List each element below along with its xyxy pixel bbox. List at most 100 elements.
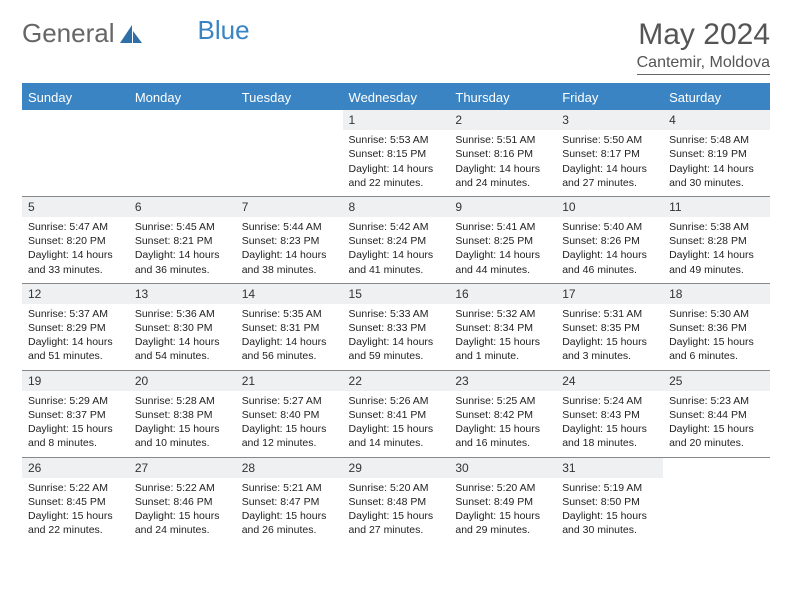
sunrise-text: Sunrise: 5:22 AM: [135, 481, 230, 495]
day-number: 27: [129, 458, 236, 478]
day-number: 17: [556, 284, 663, 304]
day-number: 15: [343, 284, 450, 304]
day-number: 6: [129, 197, 236, 217]
brand-part2: Blue: [198, 15, 250, 46]
sunrise-text: Sunrise: 5:36 AM: [135, 307, 230, 321]
sunset-text: Sunset: 8:23 PM: [242, 234, 337, 248]
weekday-header: Friday: [556, 84, 663, 110]
sunset-text: Sunset: 8:36 PM: [669, 321, 764, 335]
sunset-text: Sunset: 8:42 PM: [455, 408, 550, 422]
day-number: 29: [343, 458, 450, 478]
sunset-text: Sunset: 8:17 PM: [562, 147, 657, 161]
calendar-day-cell: 12Sunrise: 5:37 AMSunset: 8:29 PMDayligh…: [22, 283, 129, 370]
sunset-text: Sunset: 8:29 PM: [28, 321, 123, 335]
sunrise-text: Sunrise: 5:19 AM: [562, 481, 657, 495]
sunset-text: Sunset: 8:19 PM: [669, 147, 764, 161]
daylight-text: Daylight: 14 hours and 22 minutes.: [349, 162, 444, 190]
sunset-text: Sunset: 8:24 PM: [349, 234, 444, 248]
sunrise-text: Sunrise: 5:32 AM: [455, 307, 550, 321]
title-block: May 2024 Cantemir, Moldova: [637, 18, 770, 75]
sunset-text: Sunset: 8:34 PM: [455, 321, 550, 335]
daylight-text: Daylight: 14 hours and 44 minutes.: [455, 248, 550, 276]
calendar-week-row: 5Sunrise: 5:47 AMSunset: 8:20 PMDaylight…: [22, 196, 770, 283]
calendar-day-cell: 26Sunrise: 5:22 AMSunset: 8:45 PMDayligh…: [22, 457, 129, 543]
daylight-text: Daylight: 14 hours and 27 minutes.: [562, 162, 657, 190]
calendar-day-cell: 25Sunrise: 5:23 AMSunset: 8:44 PMDayligh…: [663, 370, 770, 457]
brand-part1: General: [22, 18, 115, 49]
sunrise-text: Sunrise: 5:20 AM: [349, 481, 444, 495]
sunset-text: Sunset: 8:30 PM: [135, 321, 230, 335]
sunset-text: Sunset: 8:28 PM: [669, 234, 764, 248]
calendar-day-cell: [663, 457, 770, 543]
daylight-text: Daylight: 15 hours and 20 minutes.: [669, 422, 764, 450]
sunrise-text: Sunrise: 5:24 AM: [562, 394, 657, 408]
daylight-text: Daylight: 14 hours and 41 minutes.: [349, 248, 444, 276]
sunrise-text: Sunrise: 5:22 AM: [28, 481, 123, 495]
sunrise-text: Sunrise: 5:28 AM: [135, 394, 230, 408]
calendar-day-cell: [236, 110, 343, 196]
daylight-text: Daylight: 15 hours and 8 minutes.: [28, 422, 123, 450]
sunrise-text: Sunrise: 5:20 AM: [455, 481, 550, 495]
daylight-text: Daylight: 14 hours and 24 minutes.: [455, 162, 550, 190]
sunset-text: Sunset: 8:16 PM: [455, 147, 550, 161]
calendar-day-cell: 14Sunrise: 5:35 AMSunset: 8:31 PMDayligh…: [236, 283, 343, 370]
day-number: 3: [556, 110, 663, 130]
sunrise-text: Sunrise: 5:42 AM: [349, 220, 444, 234]
sunrise-text: Sunrise: 5:23 AM: [669, 394, 764, 408]
daylight-text: Daylight: 15 hours and 18 minutes.: [562, 422, 657, 450]
weekday-header-row: Sunday Monday Tuesday Wednesday Thursday…: [22, 84, 770, 110]
calendar-day-cell: 5Sunrise: 5:47 AMSunset: 8:20 PMDaylight…: [22, 196, 129, 283]
sunrise-text: Sunrise: 5:33 AM: [349, 307, 444, 321]
day-number: 16: [449, 284, 556, 304]
daylight-text: Daylight: 14 hours and 46 minutes.: [562, 248, 657, 276]
calendar-table: Sunday Monday Tuesday Wednesday Thursday…: [22, 83, 770, 543]
calendar-week-row: 1Sunrise: 5:53 AMSunset: 8:15 PMDaylight…: [22, 110, 770, 196]
day-number: 4: [663, 110, 770, 130]
sunset-text: Sunset: 8:26 PM: [562, 234, 657, 248]
sunset-text: Sunset: 8:31 PM: [242, 321, 337, 335]
daylight-text: Daylight: 14 hours and 38 minutes.: [242, 248, 337, 276]
sunrise-text: Sunrise: 5:50 AM: [562, 133, 657, 147]
sunset-text: Sunset: 8:40 PM: [242, 408, 337, 422]
daylight-text: Daylight: 15 hours and 14 minutes.: [349, 422, 444, 450]
weekday-header: Tuesday: [236, 84, 343, 110]
calendar-day-cell: [129, 110, 236, 196]
calendar-day-cell: 27 Sunrise: 5:22 AMSunset: 8:46 PMDayligh…: [129, 457, 236, 543]
day-number: 31: [556, 458, 663, 478]
daylight-text: Daylight: 15 hours and 29 minutes.: [455, 509, 550, 537]
calendar-day-cell: 29Sunrise: 5:20 AMSunset: 8:48 PMDayligh…: [343, 457, 450, 543]
daylight-text: Daylight: 14 hours and 30 minutes.: [669, 162, 764, 190]
sunset-text: Sunset: 8:35 PM: [562, 321, 657, 335]
day-number: 8: [343, 197, 450, 217]
daylight-text: Daylight: 14 hours and 59 minutes.: [349, 335, 444, 363]
sunset-text: Sunset: 8:21 PM: [135, 234, 230, 248]
day-number: 1: [343, 110, 450, 130]
brand-logo: General Blue: [22, 18, 250, 49]
sunrise-text: Sunrise: 5:44 AM: [242, 220, 337, 234]
daylight-text: Daylight: 15 hours and 30 minutes.: [562, 509, 657, 537]
calendar-day-cell: 15Sunrise: 5:33 AMSunset: 8:33 PMDayligh…: [343, 283, 450, 370]
sunset-text: Sunset: 8:43 PM: [562, 408, 657, 422]
calendar-week-row: 19Sunrise: 5:29 AMSunset: 8:37 PMDayligh…: [22, 370, 770, 457]
day-number: 7: [236, 197, 343, 217]
sunrise-text: Sunrise: 5:41 AM: [455, 220, 550, 234]
daylight-text: Daylight: 14 hours and 36 minutes.: [135, 248, 230, 276]
calendar-week-row: 26Sunrise: 5:22 AMSunset: 8:45 PMDayligh…: [22, 457, 770, 543]
sunset-text: Sunset: 8:46 PM: [135, 495, 230, 509]
daylight-text: Daylight: 15 hours and 6 minutes.: [669, 335, 764, 363]
day-number: 30: [449, 458, 556, 478]
calendar-day-cell: 6 Sunrise: 5:45 AMSunset: 8:21 PMDaylight…: [129, 196, 236, 283]
day-number: 28: [236, 458, 343, 478]
sunset-text: Sunset: 8:25 PM: [455, 234, 550, 248]
daylight-text: Daylight: 14 hours and 33 minutes.: [28, 248, 123, 276]
sunrise-text: Sunrise: 5:53 AM: [349, 133, 444, 147]
daylight-text: Daylight: 15 hours and 24 minutes.: [135, 509, 230, 537]
sunrise-text: Sunrise: 5:45 AM: [135, 220, 230, 234]
calendar-body: 1Sunrise: 5:53 AMSunset: 8:15 PMDaylight…: [22, 110, 770, 543]
weekday-header: Wednesday: [343, 84, 450, 110]
logo-sail-icon: [118, 23, 144, 45]
day-number: 18: [663, 284, 770, 304]
daylight-text: Daylight: 15 hours and 1 minute.: [455, 335, 550, 363]
day-number: 12: [22, 284, 129, 304]
calendar-day-cell: 10Sunrise: 5:40 AMSunset: 8:26 PMDayligh…: [556, 196, 663, 283]
